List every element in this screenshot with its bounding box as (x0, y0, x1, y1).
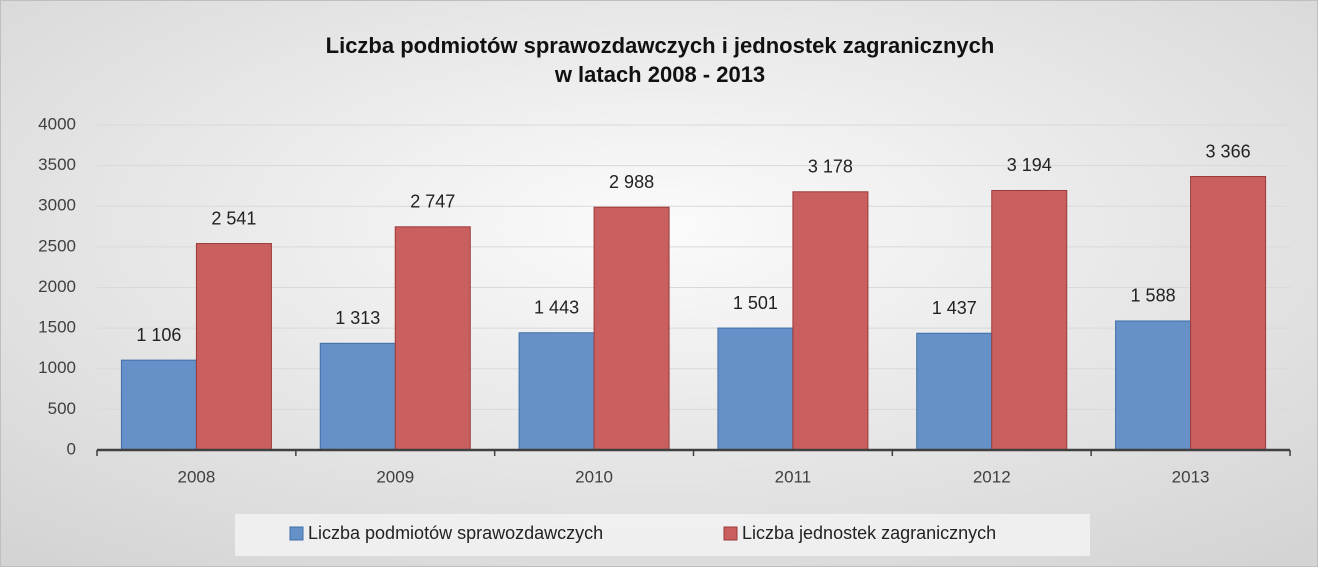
bar (593, 206, 670, 451)
legend-swatch (289, 526, 304, 541)
bar (120, 359, 197, 451)
x-tick-label: 2011 (775, 467, 812, 486)
y-tick-label: 1500 (38, 318, 76, 337)
y-tick-label: 4000 (38, 114, 76, 133)
data-label: 3 366 (1206, 141, 1251, 161)
data-label: 2 541 (211, 208, 256, 228)
bar (991, 189, 1068, 451)
x-tick-label: 2012 (973, 467, 1011, 486)
chart-title: w latach 2008 - 2013 (554, 62, 765, 87)
bar (394, 226, 471, 451)
bar (518, 332, 595, 451)
bar (195, 243, 272, 451)
y-tick-label: 0 (67, 439, 76, 458)
data-label: 1 106 (136, 325, 181, 345)
x-tick-label: 2013 (1172, 467, 1210, 486)
data-label: 1 443 (534, 298, 579, 318)
bar (717, 327, 794, 451)
data-label: 2 747 (410, 192, 455, 212)
x-tick-label: 2008 (178, 467, 216, 486)
data-label: 1 437 (932, 298, 977, 318)
legend-label: Liczba podmiotów sprawozdawczych (308, 523, 603, 543)
data-label: 3 194 (1007, 155, 1052, 175)
y-tick-label: 3000 (38, 196, 76, 215)
x-tick-label: 2010 (575, 467, 613, 486)
bar (319, 342, 396, 451)
data-label: 1 588 (1131, 286, 1176, 306)
legend-box (235, 514, 1090, 556)
y-tick-label: 500 (48, 399, 76, 418)
legend-swatch (723, 526, 738, 541)
bar (1190, 176, 1267, 451)
bar (916, 332, 993, 451)
data-label: 1 313 (335, 308, 380, 328)
legend-label: Liczba jednostek zagranicznych (742, 523, 996, 543)
chart-title: Liczba podmiotów sprawozdawczych i jedno… (326, 33, 995, 58)
y-tick-label: 1000 (38, 358, 76, 377)
y-tick-label: 3500 (38, 155, 76, 174)
bar (1115, 320, 1192, 451)
bar (792, 191, 869, 451)
data-label: 3 178 (808, 157, 853, 177)
data-label: 1 501 (733, 293, 778, 313)
data-label: 2 988 (609, 172, 654, 192)
y-tick-label: 2500 (38, 236, 76, 255)
y-tick-label: 2000 (38, 277, 76, 296)
x-tick-label: 2009 (376, 467, 414, 486)
